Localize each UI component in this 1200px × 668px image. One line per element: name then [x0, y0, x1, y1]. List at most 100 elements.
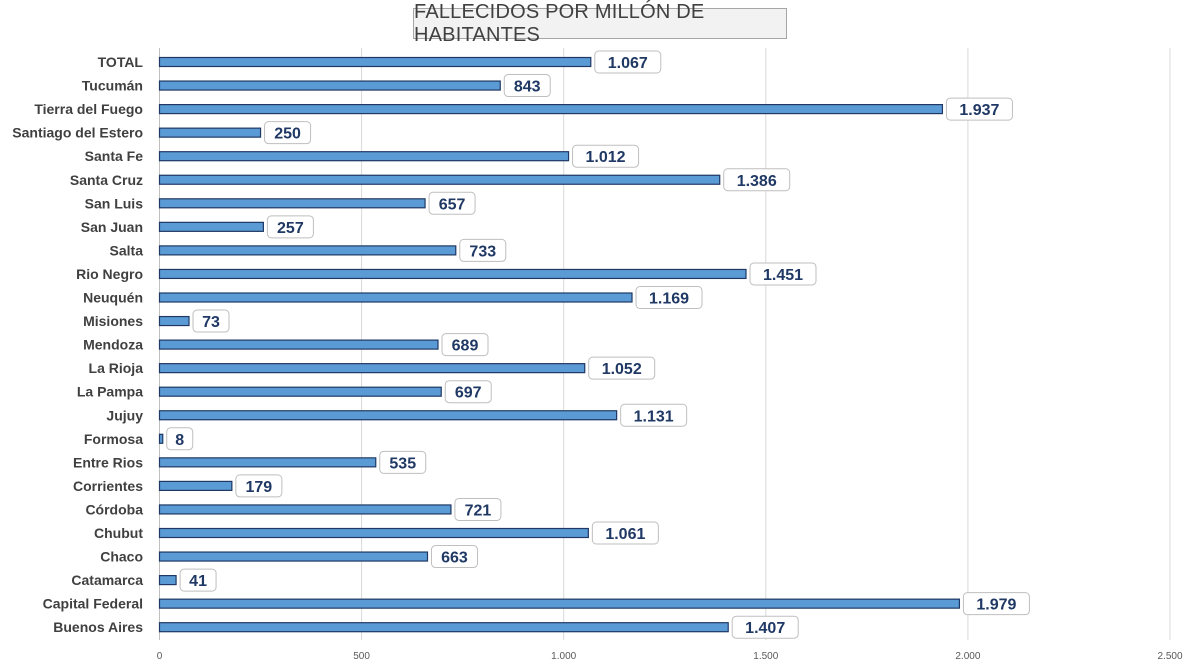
category-label: Santa Cruz: [70, 172, 143, 188]
data-label: 697: [455, 385, 482, 402]
category-label: Tucumán: [82, 78, 143, 94]
data-label: 1.052: [602, 361, 642, 378]
data-label-box: [572, 144, 640, 168]
bar: [158, 198, 426, 209]
category-label: Salta: [110, 242, 144, 258]
x-tick-label: 2.000: [955, 651, 980, 662]
bar: [158, 245, 457, 256]
data-label-box: [430, 545, 478, 569]
category-label: Capital Federal: [43, 596, 143, 612]
data-label-box: [379, 450, 427, 474]
bar: [158, 174, 721, 185]
data-label-box: [591, 521, 659, 545]
category-label: Jujuy: [106, 407, 143, 423]
data-label-box: [192, 309, 230, 333]
category-label: Mendoza: [83, 337, 143, 353]
bar: [158, 127, 262, 138]
data-label: 689: [452, 338, 479, 355]
category-label: TOTAL: [98, 54, 144, 70]
bar: [158, 268, 747, 280]
bar: [158, 527, 589, 539]
category-label: Corrientes: [73, 478, 143, 494]
bar: [158, 480, 233, 491]
data-label: 1.131: [634, 408, 674, 425]
category-label: Chubut: [94, 525, 143, 541]
data-label-box: [749, 262, 817, 286]
category-label: Córdoba: [85, 501, 143, 517]
bar: [158, 551, 429, 562]
category-label: Tierra del Fuego: [34, 101, 143, 117]
data-label-box: [235, 474, 283, 498]
data-label: 721: [465, 502, 492, 519]
x-tick-label: 0: [157, 651, 163, 662]
data-label-box: [962, 592, 1030, 616]
data-label: 8: [175, 432, 184, 449]
category-label: Entre Rios: [73, 454, 143, 470]
category-label: Santa Fe: [85, 148, 144, 164]
data-label: 41: [189, 573, 207, 590]
data-label-box: [266, 215, 314, 239]
data-label-box: [588, 356, 656, 380]
bar: [158, 80, 501, 91]
category-label: La Pampa: [77, 384, 143, 400]
data-label-box: [444, 380, 492, 404]
data-label-box: [620, 403, 688, 427]
data-label: 250: [274, 126, 301, 143]
bar: [158, 386, 442, 397]
x-tick-label: 1.000: [551, 651, 576, 662]
bar: [158, 433, 164, 444]
category-label: Santiago del Estero: [12, 125, 143, 141]
bar: [158, 363, 586, 374]
data-label: 1.407: [745, 620, 785, 637]
bar: [158, 504, 452, 515]
category-label: Misiones: [83, 313, 143, 329]
data-label: 843: [514, 79, 541, 96]
data-label-box: [945, 97, 1013, 121]
data-label-box: [179, 568, 217, 592]
x-tick-label: 500: [353, 651, 370, 662]
data-label-box: [503, 74, 551, 98]
bar: [158, 598, 961, 609]
data-label: 1.937: [959, 102, 999, 119]
bar: [158, 410, 618, 421]
data-label-box: [723, 168, 791, 192]
data-label: 1.451: [763, 267, 803, 284]
bar: [158, 292, 633, 303]
data-label-box: [264, 121, 312, 145]
bar: [158, 622, 729, 633]
data-label-box: [441, 333, 489, 357]
bar: [158, 457, 377, 468]
data-label: 733: [469, 243, 496, 260]
data-label-box: [731, 615, 799, 639]
data-label: 1.012: [586, 149, 626, 166]
bar: [158, 574, 177, 586]
bar: [158, 151, 570, 162]
data-label: 535: [389, 455, 416, 472]
data-label: 257: [277, 220, 304, 237]
category-label: Chaco: [100, 549, 143, 565]
category-label: San Luis: [85, 195, 144, 211]
category-label: Neuquén: [83, 290, 143, 306]
category-label: La Rioja: [89, 360, 144, 376]
data-label-box: [454, 497, 502, 521]
data-label-box: [635, 286, 703, 309]
bar: [158, 56, 592, 68]
category-label: Formosa: [84, 431, 143, 447]
data-label-box: [459, 238, 507, 262]
data-label: 1.979: [976, 597, 1016, 614]
data-label: 1.067: [608, 55, 648, 72]
bar: [158, 103, 944, 115]
category-label: Catamarca: [71, 572, 143, 588]
category-label: Rio Negro: [76, 266, 143, 282]
data-label-box: [166, 427, 194, 451]
data-label: 179: [246, 479, 273, 496]
data-label: 1.061: [605, 526, 645, 543]
data-label-box: [594, 50, 662, 74]
bar: [158, 339, 439, 350]
data-label: 657: [439, 196, 466, 213]
bar: [158, 315, 190, 327]
x-tick-label: 1.500: [753, 651, 778, 662]
x-tick-label: 2.500: [1157, 651, 1182, 662]
